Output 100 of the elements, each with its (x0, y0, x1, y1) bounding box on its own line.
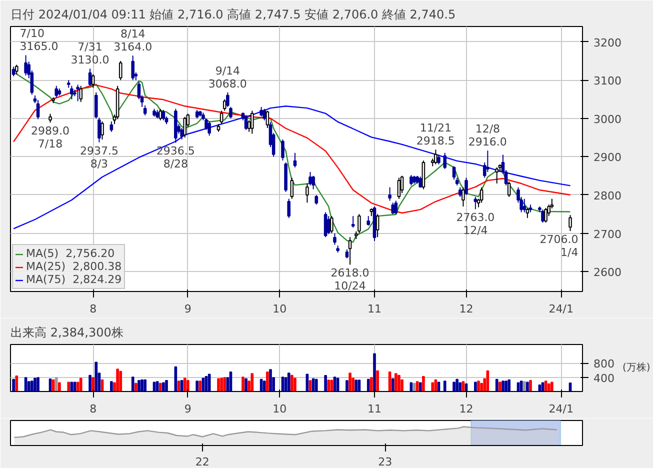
x-tick-label: 23 (378, 456, 392, 468)
x-tick-label: 22 (195, 456, 210, 468)
candlestick (229, 106, 232, 119)
y-tick-label: 800 (594, 358, 614, 371)
candlestick (100, 120, 104, 140)
x-tick-label: 8 (90, 302, 97, 316)
candlestick (293, 152, 297, 168)
candlestick (495, 166, 498, 184)
candlestick (326, 216, 330, 235)
x-tick-label: 9 (184, 302, 192, 316)
annotation: 8/14 3164.0 (114, 28, 152, 54)
x-tick-label: 8 (90, 402, 97, 416)
candlestick (266, 110, 270, 128)
annotation: 11/21 2918.5 (416, 122, 455, 148)
candlestick (70, 85, 74, 100)
candlestick (568, 214, 572, 232)
candlestick (91, 74, 95, 88)
x-tick-label: 10 (272, 402, 287, 416)
y-tick-label: 400 (594, 372, 614, 385)
legend-label: MA(75) 2,824.29 (26, 273, 122, 286)
candlestick (287, 198, 290, 218)
candlestick (180, 127, 184, 140)
annotation: 2936.5 8/28 (156, 144, 195, 171)
candlestick (526, 208, 530, 218)
candlestick (306, 183, 309, 204)
candlestick (220, 110, 224, 125)
candlestick (541, 209, 544, 224)
candlestick (131, 55, 134, 81)
candlestick (351, 216, 355, 228)
y-tick-label: 2600 (594, 266, 622, 280)
candlestick (250, 110, 254, 134)
candlestick (324, 212, 328, 238)
candlestick (262, 108, 266, 121)
y-tick-label: 2700 (594, 228, 622, 241)
candlestick (418, 176, 422, 188)
candlestick (480, 186, 484, 204)
annotation: 7/10 3165.0 (20, 27, 58, 54)
candlestick (281, 138, 284, 162)
candlestick (458, 186, 462, 198)
candlestick (110, 120, 114, 132)
candlestick (36, 100, 40, 120)
annotation: 2706.0 1/4 (540, 232, 578, 259)
candlestick (434, 149, 438, 165)
x-tick-label: 24/1 (548, 402, 574, 416)
candlestick (388, 186, 392, 202)
candlestick (54, 85, 58, 98)
candlestick (290, 177, 294, 200)
candlestick (486, 150, 490, 173)
annotation: 2763.0 12/4 (456, 211, 495, 238)
candlestick (464, 177, 468, 196)
candlestick (443, 152, 446, 170)
candlestick (462, 186, 465, 207)
candlestick (452, 166, 456, 180)
candlestick (330, 216, 334, 234)
candlestick (437, 154, 440, 165)
candlestick (208, 120, 211, 136)
candlestick (314, 194, 318, 206)
y-tick-label: 3000 (594, 112, 622, 126)
candlestick (366, 216, 370, 226)
candlestick (94, 92, 98, 119)
annotation: 2937.5 8/3 (80, 144, 118, 170)
x-tick-label: 11 (368, 302, 382, 316)
annotation: 2618.0 10/24 (330, 266, 370, 293)
candlestick (244, 114, 248, 130)
x-tick-label: 10 (272, 302, 287, 316)
y-tick-label: 2800 (594, 189, 622, 202)
y-tick-label: 2900 (594, 151, 622, 164)
candlestick (24, 54, 28, 76)
candlestick (98, 117, 101, 143)
x-tick-label: 12 (459, 302, 474, 316)
candlestick (14, 64, 18, 75)
x-tick-label: 12 (459, 402, 474, 416)
candlestick (260, 106, 263, 117)
annotation: 12/8 2916.0 (468, 122, 507, 149)
candlestick (410, 174, 413, 186)
annotation: 9/14 3068.0 (208, 64, 247, 90)
candlestick (222, 98, 226, 112)
candlestick (544, 208, 548, 224)
candlestick (333, 232, 336, 246)
x-tick-label: 11 (368, 402, 382, 416)
candlestick (507, 181, 511, 198)
candlestick (348, 236, 352, 266)
candlestick (358, 214, 361, 234)
candlestick (391, 202, 394, 215)
candlestick (226, 92, 230, 108)
candlestick (162, 109, 166, 121)
legend-label: MA(25) 2,800.38 (26, 260, 122, 273)
candlestick (312, 175, 315, 190)
candlestick (12, 66, 16, 77)
annotation: 7/31 3130.0 (70, 40, 110, 67)
candlestick (79, 85, 82, 102)
candlestick (376, 214, 380, 238)
y-axis-title: (万株) (622, 362, 650, 374)
y-tick-label: 3200 (594, 36, 622, 50)
y-tick-label: 3100 (594, 74, 622, 88)
candlestick (76, 84, 80, 102)
chart-title: 出来高 2,384,300株 (10, 326, 124, 340)
chart-title: 日付 2024/01/04 09:11 始値 2,716.0 高値 2,747.5 安値 2,706.0 終値 2,740.5 (10, 8, 456, 22)
x-tick-label: 9 (184, 402, 192, 416)
candlestick (143, 104, 147, 116)
